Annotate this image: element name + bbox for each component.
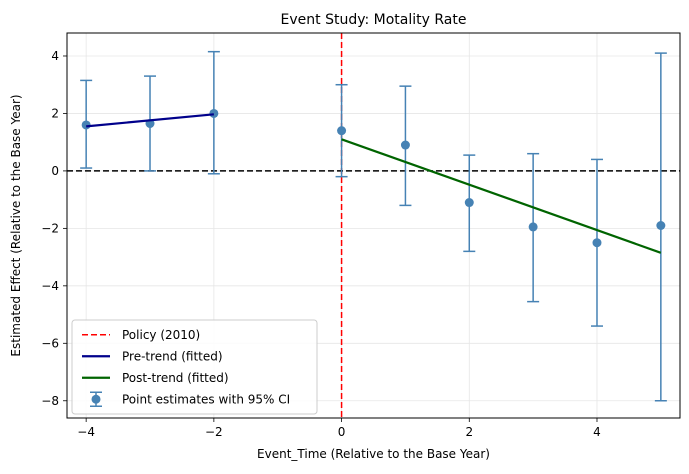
legend-label: Post-trend (fitted) (122, 371, 229, 385)
errorbar-point (144, 75, 157, 172)
y-axis-label: Estimated Effect (Relative to the Base Y… (9, 94, 23, 356)
x-tick-label: 0 (338, 425, 346, 439)
y-tick-label: −6 (41, 336, 59, 350)
errorbar-point (80, 79, 93, 169)
point-estimate-marker (81, 120, 91, 130)
legend-swatch-marker (91, 394, 101, 404)
x-tick-label: −4 (77, 425, 95, 439)
errorbar-point (463, 154, 476, 253)
point-estimate-marker (592, 238, 602, 248)
y-tick-label: 2 (51, 106, 59, 120)
axis-ticks: −4 −2 0 2 4 −8 −6 −4 −2 0 2 4 (41, 49, 601, 439)
point-estimate-marker (337, 126, 347, 136)
legend-item: Pre-trend (fitted) (82, 349, 223, 363)
x-tick-label: −2 (205, 425, 223, 439)
point-estimate-marker (656, 221, 666, 230)
legend-item: Policy (2010) (82, 328, 200, 342)
errorbar-point (590, 158, 603, 327)
x-axis-label: Event_Time (Relative to the Base Year) (257, 447, 490, 461)
legend-item: Post-trend (fitted) (82, 371, 229, 385)
y-tick-label: 0 (51, 164, 59, 178)
legend-box (71, 319, 318, 415)
legend-label: Policy (2010) (122, 328, 200, 342)
legend: Policy (2010) Pre-trend (fitted) Post-tren… (71, 319, 318, 415)
x-tick-label: 2 (465, 425, 473, 439)
y-tick-label: 4 (51, 49, 59, 63)
plot-frame (66, 32, 681, 419)
y-tick-label: −8 (41, 394, 59, 408)
point-estimate-marker (400, 140, 410, 150)
errorbar-point (399, 85, 412, 207)
post-trend-line (341, 138, 662, 254)
point-estimate-marker (209, 108, 219, 118)
legend-item: Point estimates with 95% CI (90, 391, 290, 407)
legend-label: Pre-trend (fitted) (122, 349, 223, 363)
point-estimate-marker (464, 198, 474, 208)
errorbar-point (654, 52, 667, 402)
errorbar-point (527, 152, 540, 303)
x-tick-label: 4 (593, 425, 601, 439)
errorbar-point (207, 50, 220, 175)
data-series (80, 50, 667, 402)
chart-title: Event Study: Motality Rate (281, 12, 467, 28)
pre-trend-line (86, 113, 214, 128)
y-tick-label: −4 (41, 279, 59, 293)
legend-label: Point estimates with 95% CI (122, 392, 290, 406)
point-estimate-marker (528, 222, 538, 232)
y-tick-label: −2 (41, 221, 59, 235)
errorbar-point (335, 83, 348, 178)
